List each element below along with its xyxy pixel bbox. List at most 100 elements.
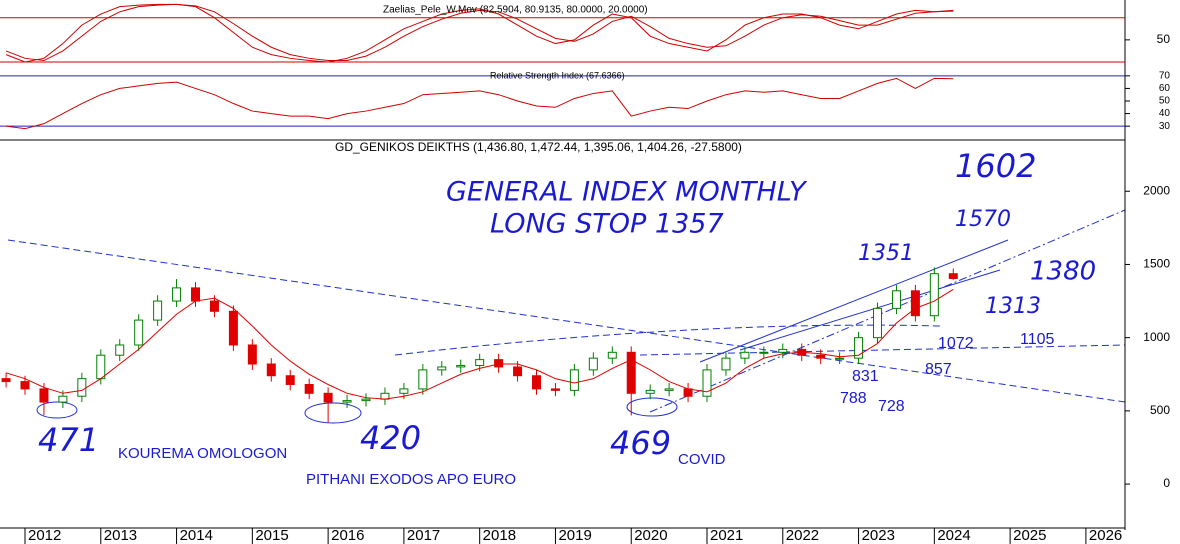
candle-body	[191, 287, 201, 302]
candle-body	[854, 337, 864, 359]
annotation: PITHANI EXODOS APO EURO	[306, 471, 516, 488]
candle-body	[228, 310, 238, 346]
annotation: 469	[610, 424, 671, 462]
candle-body	[626, 351, 636, 394]
candle-body	[532, 375, 542, 390]
panel-title: Zaelias_Pele_W.Mov (82.5904, 80.9135, 80…	[383, 5, 648, 16]
candle-body	[569, 369, 579, 391]
annotation: 471	[38, 421, 99, 459]
y-tick-label: 500	[1150, 403, 1170, 417]
candle-body	[304, 384, 314, 394]
y-tick-label: 40	[1159, 108, 1171, 119]
candle-body	[891, 290, 901, 309]
annotation: 1570	[955, 207, 1011, 232]
annotation: 857	[925, 361, 952, 378]
candle-body	[929, 273, 939, 317]
candle-body	[513, 366, 523, 377]
candle-body	[588, 357, 598, 371]
y-tick-label: 0	[1163, 476, 1170, 490]
annotation: 831	[852, 368, 879, 385]
annotation: LONG STOP 1357	[490, 209, 724, 240]
x-tick-label: 2022	[786, 527, 819, 544]
candle-body	[172, 287, 182, 302]
candle-body	[20, 381, 30, 390]
candle-body	[247, 344, 257, 365]
candle-body	[96, 354, 106, 380]
candle-body	[1, 378, 11, 383]
panel-title: Relative Strength Index (67.6366)	[490, 70, 625, 80]
annotation: 1072	[938, 335, 974, 352]
annotations: GENERAL INDEX MONTHLY LONG STOP 1357 160…	[38, 147, 1096, 488]
trend-lines	[7, 209, 1126, 424]
candle-body	[39, 388, 49, 403]
indicator-line	[5, 3, 954, 62]
annotation: COVID	[678, 451, 726, 468]
candle-body	[873, 307, 883, 339]
candle-body	[721, 357, 731, 371]
x-tick-label: 2019	[558, 527, 591, 544]
candle-body	[948, 273, 958, 279]
candle-body	[456, 364, 466, 368]
y-tick-label: 60	[1159, 83, 1171, 94]
indicator-line	[5, 77, 954, 130]
x-tick-label: 2020	[634, 527, 667, 544]
annotation: GENERAL INDEX MONTHLY	[446, 177, 808, 208]
candle-body	[816, 354, 826, 359]
x-tick-label: 2014	[180, 527, 213, 544]
trend-line	[739, 269, 1001, 351]
y-tick-label: 2000	[1143, 183, 1170, 197]
candle-body	[437, 366, 447, 371]
candle-body	[399, 388, 409, 394]
trend-line	[699, 239, 1009, 363]
y-tick-label: 1000	[1143, 330, 1170, 344]
annotation: 1380	[1030, 257, 1096, 287]
candle-body	[683, 388, 693, 397]
y-tick-label: 1500	[1143, 257, 1170, 271]
annotation: 728	[878, 398, 905, 415]
candle-body	[645, 389, 655, 394]
candle-body	[910, 290, 920, 317]
annotation: 788	[840, 390, 867, 407]
circle	[626, 397, 678, 417]
candle-body	[740, 351, 750, 359]
annotation: 1351	[858, 241, 914, 266]
candle-body	[418, 369, 428, 390]
trend-line	[7, 239, 1126, 403]
panel-title: GD_GENIKOS DEIKTHS (1,436.80, 1,472.44, …	[335, 140, 742, 154]
candle-body	[134, 319, 144, 346]
y-tick-label: 50	[1159, 96, 1171, 107]
candle-body	[778, 348, 788, 353]
candle-body	[475, 359, 485, 366]
x-tick-label: 2024	[937, 527, 970, 544]
y-tick-label: 30	[1159, 121, 1171, 132]
trend-line	[639, 344, 1126, 356]
x-tick-label: 2021	[710, 527, 743, 544]
candle-body	[209, 300, 219, 312]
x-tick-label: 2026	[1089, 527, 1122, 544]
candle-body	[58, 395, 68, 403]
candle-body	[759, 351, 769, 354]
x-tick-label: 2013	[104, 527, 137, 544]
trend-line	[394, 324, 941, 356]
candle-body	[342, 400, 352, 403]
trend-line	[649, 209, 1126, 413]
candle-body	[550, 388, 560, 391]
candle-body	[835, 357, 845, 360]
annotation: KOUREMA OMOLOGON	[118, 445, 287, 462]
annotation: 1602	[955, 147, 1036, 185]
annotation: 1105	[1020, 331, 1055, 348]
annotation: 420	[360, 419, 421, 457]
x-tick-label: 2016	[331, 527, 364, 544]
candle-body	[664, 388, 674, 391]
candle-body	[361, 398, 371, 402]
x-tick-label: 2018	[483, 527, 516, 544]
candle-body	[285, 375, 295, 386]
annotation: 1313	[985, 294, 1041, 319]
candle-body	[153, 300, 163, 321]
x-tick-label: 2023	[862, 527, 895, 544]
x-tick-label: 2015	[255, 527, 288, 544]
moving-average	[5, 288, 954, 400]
candle-body	[702, 369, 712, 397]
candle-body	[266, 363, 276, 377]
